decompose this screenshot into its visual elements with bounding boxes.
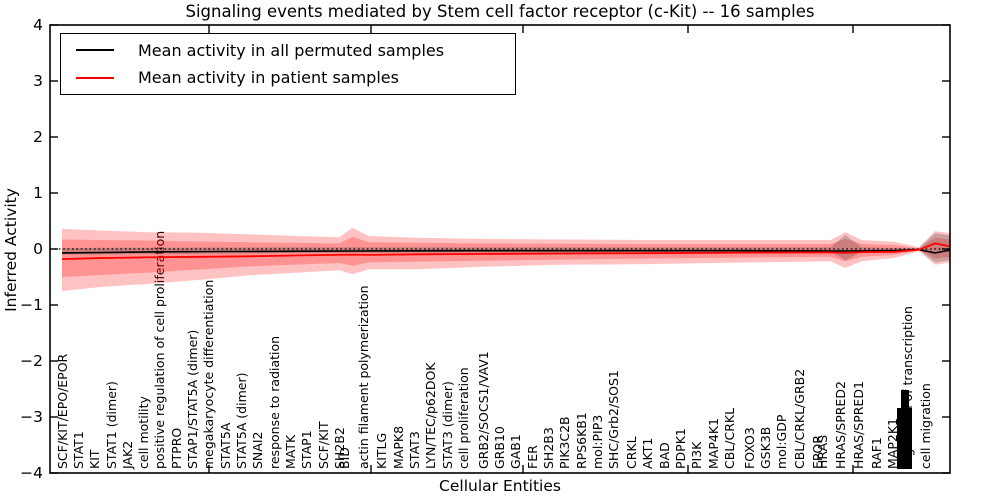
y-tick-label: 2	[33, 128, 43, 146]
legend-label: Mean activity in patient samples	[138, 68, 399, 88]
permuted-line-swatch	[76, 49, 114, 52]
patient-band-outer	[62, 227, 950, 291]
patient-line-swatch	[76, 76, 114, 79]
y-tick-label: 1	[33, 184, 43, 202]
legend-item-patient: Mean activity in patient samples	[61, 65, 515, 91]
patient-mean-line	[61, 242, 950, 260]
chart-title: Signaling events mediated by Stem cell f…	[185, 2, 815, 21]
legend: Mean activity in all permuted samples Me…	[60, 33, 516, 95]
legend-label: Mean activity in all permuted samples	[138, 40, 445, 60]
y-tick-label: 4	[33, 16, 43, 34]
y-tick-label: 0	[33, 240, 43, 258]
y-tick-label: −2	[20, 352, 43, 370]
overlapping-labels-blob-top	[901, 390, 909, 410]
y-tick-label: 3	[33, 72, 43, 90]
y-tick-label: −4	[20, 464, 43, 482]
x-axis-label: Cellular Entities	[439, 477, 561, 495]
overlapping-labels-blob	[897, 408, 912, 469]
patient-band-inner	[62, 236, 950, 277]
y-tick-label: −3	[20, 408, 43, 426]
y-tick-label: −1	[20, 296, 43, 314]
permuted-band	[62, 233, 950, 263]
legend-item-permuted: Mean activity in all permuted samples	[61, 37, 515, 63]
